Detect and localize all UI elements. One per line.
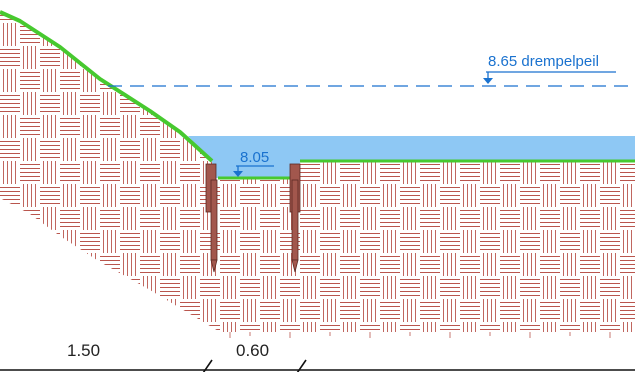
dimension-label-slope: 1.50 <box>67 341 100 360</box>
dimension-tick-left <box>202 359 213 372</box>
bottom-level-label: 8.05 <box>240 149 269 166</box>
dimension-tick-right <box>296 359 307 372</box>
dimension-label-width: 0.60 <box>236 341 269 360</box>
grass-slope <box>0 10 214 163</box>
bottom-level-marker-arrow <box>233 171 243 177</box>
soil-profile <box>0 14 635 332</box>
water-body <box>188 136 635 178</box>
sill-level-marker-arrow <box>483 78 493 84</box>
sill-level-label: 8.65 drempelpeil <box>488 53 599 70</box>
sheet-pile-right <box>289 163 301 273</box>
sheet-pile-left <box>205 163 218 273</box>
soil-lower-edge <box>229 332 611 338</box>
